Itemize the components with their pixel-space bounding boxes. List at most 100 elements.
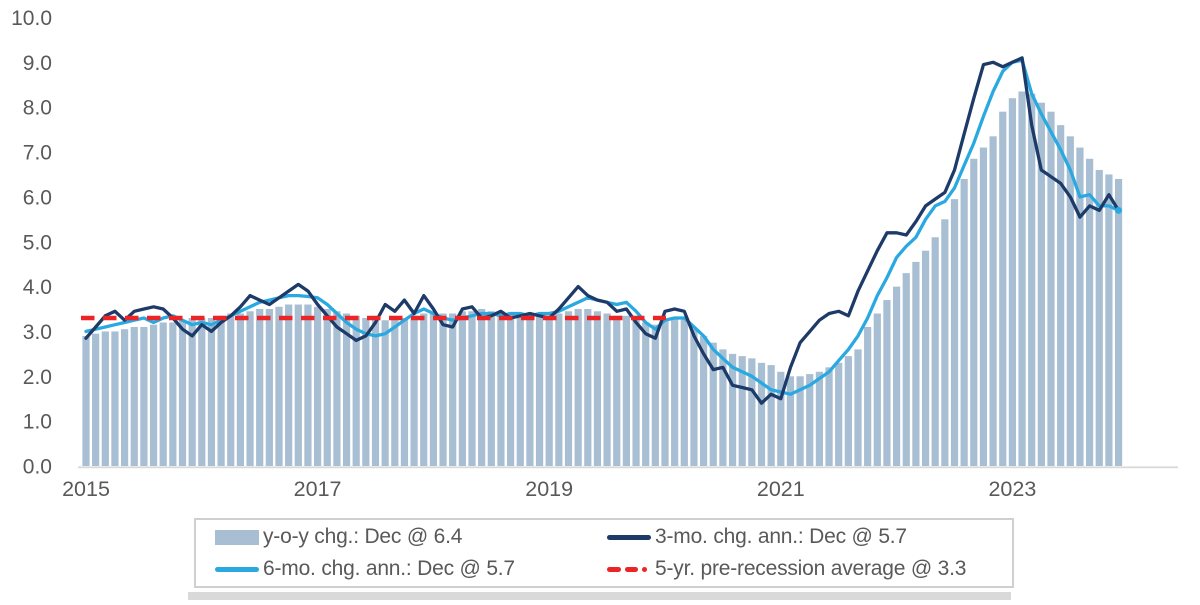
y-axis-tick-label: 6.0 [23,186,52,209]
yoy-bar [1057,125,1065,466]
yoy-bar [622,315,630,466]
x-axis-tick-label: 2019 [525,477,573,501]
yoy-bar [941,219,949,466]
yoy-bar [555,313,563,466]
chart-legend: y-o-y chg.: Dec @ 6.4 3-mo. chg. ann.: D… [194,518,1014,588]
yoy-bar [728,353,737,467]
yoy-bar [767,365,775,466]
yoy-bar [738,356,746,466]
yoy-bar [593,311,602,466]
legend-label-prerecession: 5-yr. pre-recession average @ 3.3 [655,557,967,580]
yoy-bar [516,313,524,466]
legend-item-yoy: y-o-y chg.: Dec @ 6.4 [215,522,607,553]
yoy-bar [777,371,785,466]
yoy-bar [806,374,814,466]
yoy-bar [584,309,592,466]
yoy-bar [757,362,766,466]
yoy-bar [227,313,235,466]
yoy-bar [140,326,148,466]
yoy-bar [1028,93,1036,467]
yoy-bar [1086,158,1094,466]
yoy-bar [178,320,187,466]
yoy-bar [603,313,611,466]
yoy-bar [458,311,466,466]
yoy-bar [130,326,138,466]
yoy-bar [651,324,659,466]
yoy-bar [92,333,100,466]
3mo-line-swatch-icon [607,534,651,540]
yoy-bar [931,237,939,466]
yoy-bar [1047,111,1055,467]
yoy-bar [497,311,505,466]
yoy-bar [371,318,380,466]
yoy-bar [352,315,360,466]
yoy-bar [400,318,409,466]
yoy-bar [82,335,90,466]
yoy-bar [632,318,640,466]
yoy-bar [1066,136,1074,466]
yoy-bar [979,147,988,466]
y-axis-tick-label: 4.0 [23,276,52,299]
yoy-bar [1114,178,1123,466]
yoy-bar [873,313,881,466]
yoy-bar [381,320,389,466]
yoy-bar [690,329,698,466]
yoy-bar [314,306,322,466]
yoy-bar [487,311,495,466]
yoy-bar [535,315,544,466]
yoy-bar [680,318,688,466]
yoy-bar [1076,147,1084,466]
dashed-line-swatch-icon [607,566,651,572]
yoy-bar [700,335,708,466]
yoy-bar [449,313,457,466]
yoy-bar [101,331,109,466]
x-axis-tick-label: 2017 [294,477,342,501]
yoy-bar [893,286,901,466]
yoy-bar [265,309,273,466]
bottom-gray-strip [188,592,1011,600]
yoy-bar [815,371,823,466]
yoy-bar [526,313,534,466]
yoy-bar [864,326,872,466]
yoy-bar [950,199,959,466]
yoy-bar [748,358,756,466]
yoy-bar [439,313,447,466]
yoy-bar [661,320,669,466]
yoy-bar [1037,102,1045,466]
y-axis-tick-label: 10.0 [11,7,52,30]
y-axis-tick-label: 9.0 [23,52,52,75]
yoy-bar [970,158,978,466]
x-axis-tick-label: 2021 [757,477,805,501]
yoy-bar [410,315,418,466]
y-axis-tick-label: 3.0 [23,321,52,344]
yoy-bar [574,309,582,466]
yoy-bar [545,315,553,466]
yoy-bar [236,313,244,466]
yoy-bar [217,315,225,466]
yoy-bar [188,318,196,466]
yoy-bar [420,313,428,466]
yoy-bar [304,304,312,466]
yoy-bar [989,136,997,466]
y-axis-tick-label: 0.0 [23,456,52,479]
yoy-bar [121,329,129,466]
yoy-bar [391,318,399,466]
yoy-bar [362,318,370,466]
yoy-bar [671,318,679,466]
yoy-bar [719,349,727,466]
yoy-bar [844,356,852,466]
yoy-bar [1105,174,1113,466]
yoy-bar [854,349,862,466]
yoy-bar [246,311,254,466]
yoy-bar [111,331,119,466]
legend-item-prerecession: 5-yr. pre-recession average @ 3.3 [607,554,1012,585]
yoy-bar [256,309,264,466]
yoy-bar [198,318,206,466]
yoy-bar [294,304,302,466]
yoy-bar [1008,98,1016,466]
yoy-bar [902,273,910,466]
yoy-bar [960,178,968,466]
yoy-bar [478,309,486,466]
